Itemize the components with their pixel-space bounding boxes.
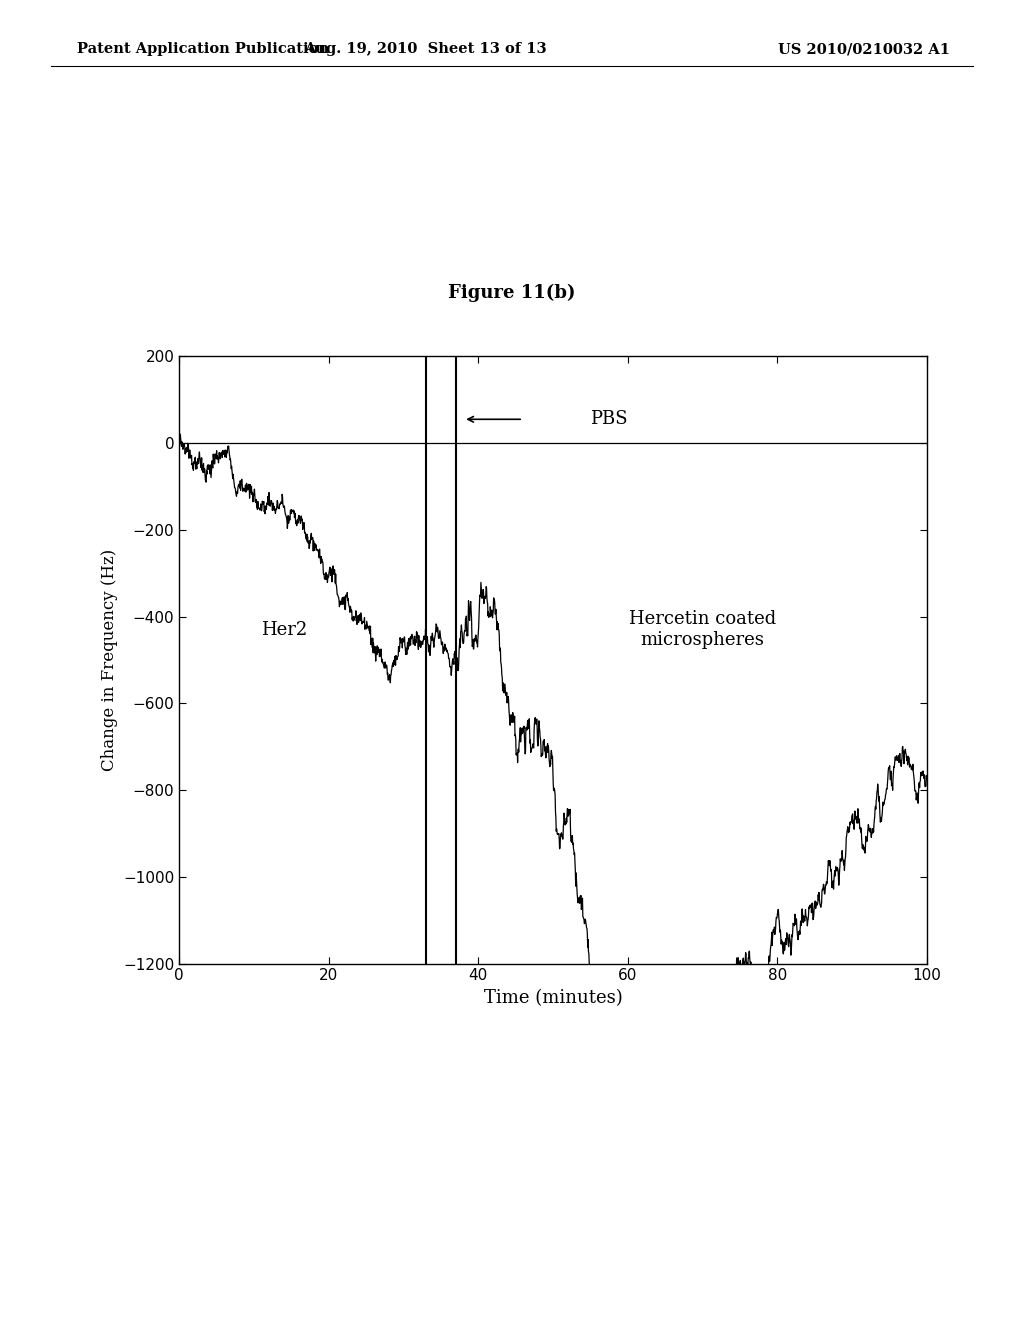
Y-axis label: Change in Frequency (Hz): Change in Frequency (Hz) (100, 549, 118, 771)
Text: PBS: PBS (590, 411, 628, 428)
X-axis label: Time (minutes): Time (minutes) (483, 989, 623, 1007)
Text: Figure 11(b): Figure 11(b) (449, 284, 575, 302)
Text: Patent Application Publication: Patent Application Publication (77, 42, 329, 57)
Text: Her2: Her2 (261, 620, 307, 639)
Text: US 2010/0210032 A1: US 2010/0210032 A1 (778, 42, 950, 57)
Text: Aug. 19, 2010  Sheet 13 of 13: Aug. 19, 2010 Sheet 13 of 13 (304, 42, 546, 57)
Text: Hercetin coated
microspheres: Hercetin coated microspheres (629, 610, 776, 649)
